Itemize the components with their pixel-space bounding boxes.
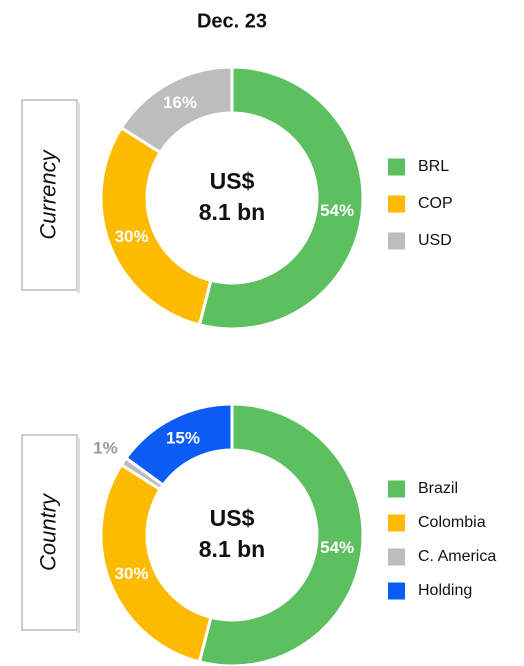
legend-swatch — [388, 514, 405, 532]
legend-label: USD — [418, 232, 452, 249]
center-text: US$ — [210, 168, 255, 194]
legend-swatch — [388, 480, 405, 498]
value-label: 15% — [166, 428, 200, 447]
legend-swatch — [388, 195, 405, 213]
value-label: 30% — [115, 564, 149, 583]
legend-label: Holding — [418, 582, 472, 599]
legend-label: COP — [418, 195, 453, 212]
slice — [99, 462, 213, 664]
slice — [99, 125, 213, 327]
center-text: 8.1 bn — [199, 536, 265, 562]
legend-swatch — [388, 582, 405, 600]
legend-swatch — [388, 158, 405, 176]
side-label: Currency — [35, 148, 60, 239]
slice — [123, 402, 234, 488]
legend-label: Brazil — [418, 480, 458, 497]
chart-title: Dec. 23 — [197, 10, 267, 32]
legend-label: C. America — [418, 548, 496, 565]
center-text: 8.1 bn — [199, 199, 265, 225]
value-label: 30% — [115, 227, 149, 246]
value-label: 1% — [93, 438, 118, 457]
legend-label: BRL — [418, 158, 449, 175]
side-label-shadow — [77, 438, 80, 633]
slice — [119, 65, 234, 155]
value-label: 54% — [320, 201, 354, 220]
slice — [197, 65, 365, 331]
side-label-box — [21, 99, 78, 291]
value-label: 16% — [163, 93, 197, 112]
legend-swatch — [388, 232, 405, 250]
center-text: US$ — [210, 505, 255, 531]
side-label-shadow — [77, 103, 80, 293]
legend-swatch — [388, 548, 405, 566]
legend-label: Colombia — [418, 514, 486, 531]
side-label: Country — [35, 492, 60, 571]
value-label: 54% — [320, 538, 354, 557]
